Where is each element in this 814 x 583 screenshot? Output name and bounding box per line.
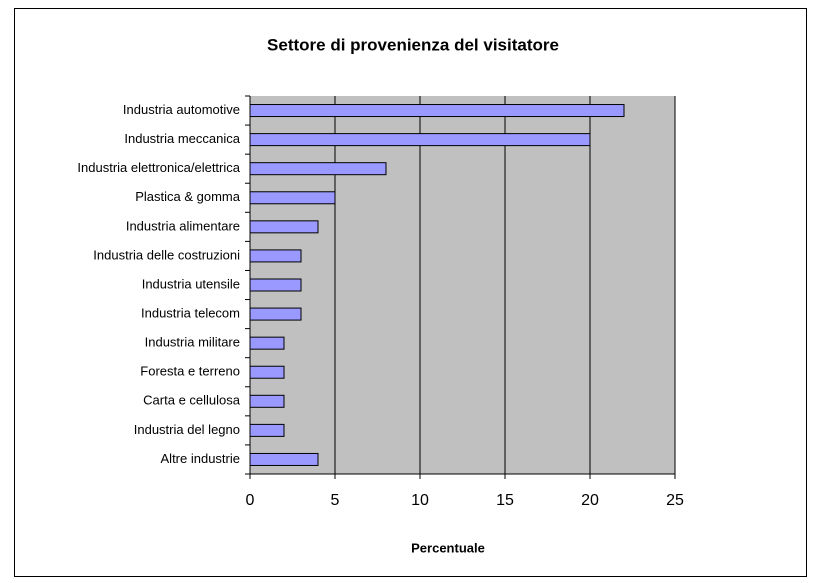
bar <box>249 423 285 437</box>
bar <box>249 394 285 408</box>
bar <box>249 365 285 379</box>
y-tick-label: Industria militare <box>145 335 240 350</box>
x-tick-label: 25 <box>666 492 684 509</box>
chart-title: Settore di provenienza del visitatore <box>267 35 559 54</box>
y-tick-label: Carta e cellulosa <box>143 393 241 408</box>
y-tick-label: Industria meccanica <box>124 131 240 146</box>
y-tick-label: Industria utensile <box>142 276 240 291</box>
y-tick-label: Altre industrie <box>161 451 240 466</box>
y-tick-label: Industria del legno <box>134 422 240 437</box>
bar <box>249 191 336 205</box>
y-tick-label: Industria telecom <box>141 306 240 321</box>
y-tick-label: Industria automotive <box>123 102 240 117</box>
bar <box>249 278 302 292</box>
bar <box>249 133 591 147</box>
x-tick-label: 10 <box>411 492 429 509</box>
y-tick-label: Industria alimentare <box>126 218 240 233</box>
x-tick-label: 15 <box>496 492 514 509</box>
y-tick-label: Plastica & gomma <box>135 189 241 204</box>
bar <box>249 249 302 263</box>
y-tick-label: Industria delle costruzioni <box>93 247 240 262</box>
x-tick-label: 5 <box>331 492 340 509</box>
x-tick-label: 20 <box>581 492 599 509</box>
bar <box>249 162 387 176</box>
bar <box>249 307 302 321</box>
y-tick-label: Foresta e terreno <box>140 364 240 379</box>
y-tick-label: Industria elettronica/elettrica <box>77 160 240 175</box>
bar <box>249 452 319 466</box>
bar <box>249 104 625 118</box>
bar <box>249 220 319 234</box>
x-tick-label: 0 <box>246 492 255 509</box>
x-axis-label: Percentuale <box>411 540 485 555</box>
bar <box>249 336 285 350</box>
plot-area <box>250 96 675 474</box>
